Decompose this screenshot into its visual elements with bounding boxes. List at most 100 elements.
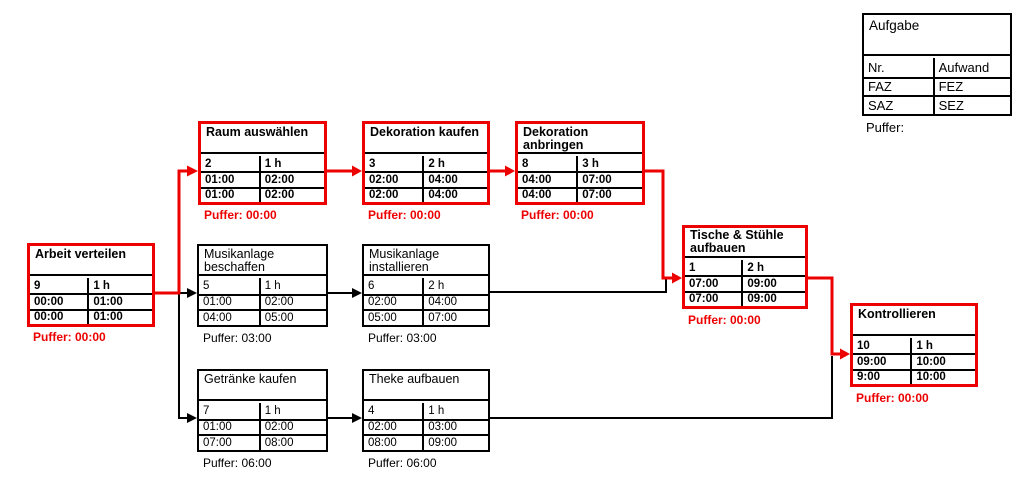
task-fez: 09:00 [741, 275, 805, 291]
task-saz: 08:00 [364, 434, 423, 450]
puffer-label: Puffer: 00:00 [521, 208, 594, 222]
task-title: Raum auswählen [201, 124, 324, 154]
task-fez: 07:00 [576, 171, 642, 187]
task-sez: 05:00 [258, 309, 326, 325]
task-saz: 00:00 [30, 308, 88, 324]
task-sez: 04:00 [422, 186, 487, 202]
task-title: Getränke kaufen [199, 371, 326, 401]
edge-tische-kontrollieren [808, 276, 841, 356]
task-title: Kontrollieren [853, 306, 975, 336]
puffer-label: Puffer: 00:00 [856, 391, 929, 405]
task-nr: 1 [689, 261, 696, 274]
task-aufwand: 2 h [741, 260, 805, 276]
task-nr: 3 [369, 157, 376, 170]
task-sez: 07:00 [576, 186, 642, 202]
legend-fez-label: FEZ [932, 76, 1010, 96]
puffer-label: Puffer: 06:00 [203, 456, 272, 470]
task-aufwand: 3 h [576, 156, 642, 172]
puffer-label: Puffer: 00:00 [33, 330, 106, 344]
arrowhead-theke [352, 413, 362, 423]
task-node-kontrollieren: Kontrollieren 10 1 h 09:00 10:00 9:00 10… [850, 303, 978, 387]
task-node-musikanlage-beschaffen: Musikanlage beschaffen 5 1 h 01:00 02:00… [197, 244, 328, 327]
edge-theke-kontrollieren [490, 356, 833, 419]
task-fez: 01:00 [87, 293, 152, 309]
task-node-getraenke-kaufen: Getränke kaufen 7 1 h 01:00 02:00 07:00 … [197, 369, 328, 452]
task-saz: 9:00 [853, 368, 911, 384]
task-value-grid: 1 2 h 07:00 09:00 07:00 09:00 [685, 260, 805, 306]
task-sez: 01:00 [87, 308, 152, 324]
legend-aufwand-label: Aufwand [932, 58, 1010, 77]
task-title: Arbeit verteilen [30, 246, 152, 276]
task-value-grid: 8 3 h 04:00 07:00 04:00 07:00 [518, 156, 642, 202]
arrowhead-kontrollieren [840, 348, 850, 360]
task-faz: 01:00 [199, 418, 259, 435]
task-saz: 01:00 [201, 186, 259, 202]
legend-grid: Nr. Aufwand FAZ FEZ SAZ SEZ [864, 58, 1010, 114]
task-node-raum-auswaehlen: Raum auswählen 2 1 h 01:00 02:00 01:00 0… [198, 121, 327, 205]
task-faz: 01:00 [199, 293, 259, 310]
legend-box: Aufgabe Nr. Aufwand FAZ FEZ SAZ SEZ [862, 13, 1012, 116]
task-aufwand: 1 h [258, 278, 326, 294]
task-node-dekoration-kaufen: Dekoration kaufen 3 2 h 02:00 04:00 02:0… [362, 121, 490, 205]
task-fez: 02:00 [258, 293, 326, 310]
task-value-grid: 9 1 h 00:00 01:00 00:00 01:00 [30, 278, 152, 324]
arrowhead-musikinstallieren [352, 288, 362, 298]
puffer-label: Puffer: 03:00 [368, 331, 437, 345]
task-fez: 02:00 [258, 171, 324, 187]
edge-arbeit-raum [155, 169, 188, 295]
task-saz: 04:00 [199, 309, 259, 325]
arrowhead-tische [672, 272, 682, 284]
edge-arbeit-getraenke [178, 293, 188, 419]
task-faz: 01:00 [201, 171, 259, 186]
legend-title: Aufgabe [864, 15, 1010, 56]
task-value-grid: 4 1 h 02:00 03:00 08:00 09:00 [364, 403, 488, 450]
task-aufwand: 1 h [422, 403, 488, 419]
task-sez: 02:00 [258, 186, 324, 202]
legend-saz-label: SAZ [864, 95, 933, 114]
task-saz: 02:00 [365, 186, 423, 202]
task-value-grid: 3 2 h 02:00 04:00 02:00 04:00 [365, 156, 487, 202]
task-saz: 07:00 [199, 434, 259, 450]
arrowhead-raum [187, 165, 198, 177]
task-nr: 2 [205, 157, 212, 170]
task-sez: 08:00 [258, 434, 326, 450]
legend-puffer-label: Puffer: [866, 120, 905, 135]
task-value-grid: 6 2 h 02:00 04:00 05:00 07:00 [364, 278, 488, 325]
task-saz: 05:00 [364, 309, 423, 325]
task-title: Tische & Stühle aufbauen [685, 228, 805, 258]
puffer-label: Puffer: 00:00 [688, 313, 761, 327]
task-nr: 4 [368, 404, 375, 417]
task-nr: 5 [203, 279, 210, 292]
task-node-tische-stuehle-aufbauen: Tische & Stühle aufbauen 1 2 h 07:00 09:… [682, 225, 808, 309]
task-faz: 02:00 [364, 418, 423, 435]
task-aufwand: 1 h [258, 403, 326, 419]
task-value-grid: 5 1 h 01:00 02:00 04:00 05:00 [199, 278, 326, 325]
task-nr: 7 [203, 404, 210, 417]
task-aufwand: 2 h [422, 278, 488, 294]
task-sez: 09:00 [741, 290, 805, 306]
task-nr: 10 [857, 339, 870, 352]
task-fez: 04:00 [422, 293, 488, 310]
task-saz: 04:00 [518, 186, 577, 202]
task-fez: 03:00 [422, 418, 488, 435]
task-node-musikanlage-installieren: Musikanlage installieren 6 2 h 02:00 04:… [362, 244, 490, 327]
task-faz: 02:00 [364, 293, 423, 310]
legend-faz-label: FAZ [864, 76, 933, 96]
task-fez: 02:00 [258, 418, 326, 435]
puffer-label: Puffer: 00:00 [204, 208, 277, 222]
task-faz: 04:00 [518, 171, 577, 186]
task-sez: 10:00 [910, 368, 975, 384]
task-sez: 07:00 [422, 309, 488, 325]
task-fez: 10:00 [910, 353, 975, 369]
task-title: Dekoration anbringen [518, 124, 642, 154]
task-faz: 09:00 [853, 353, 911, 368]
task-nr: 6 [368, 279, 375, 292]
task-fez: 04:00 [422, 171, 487, 187]
task-saz: 07:00 [685, 290, 742, 306]
task-node-theke-aufbauen: Theke aufbauen 4 1 h 02:00 03:00 08:00 0… [362, 369, 490, 452]
puffer-label: Puffer: 06:00 [368, 456, 437, 470]
task-value-grid: 10 1 h 09:00 10:00 9:00 10:00 [853, 338, 975, 384]
edge-musikinstallieren-tische [490, 279, 667, 293]
legend-nr-label: Nr. [868, 59, 885, 75]
